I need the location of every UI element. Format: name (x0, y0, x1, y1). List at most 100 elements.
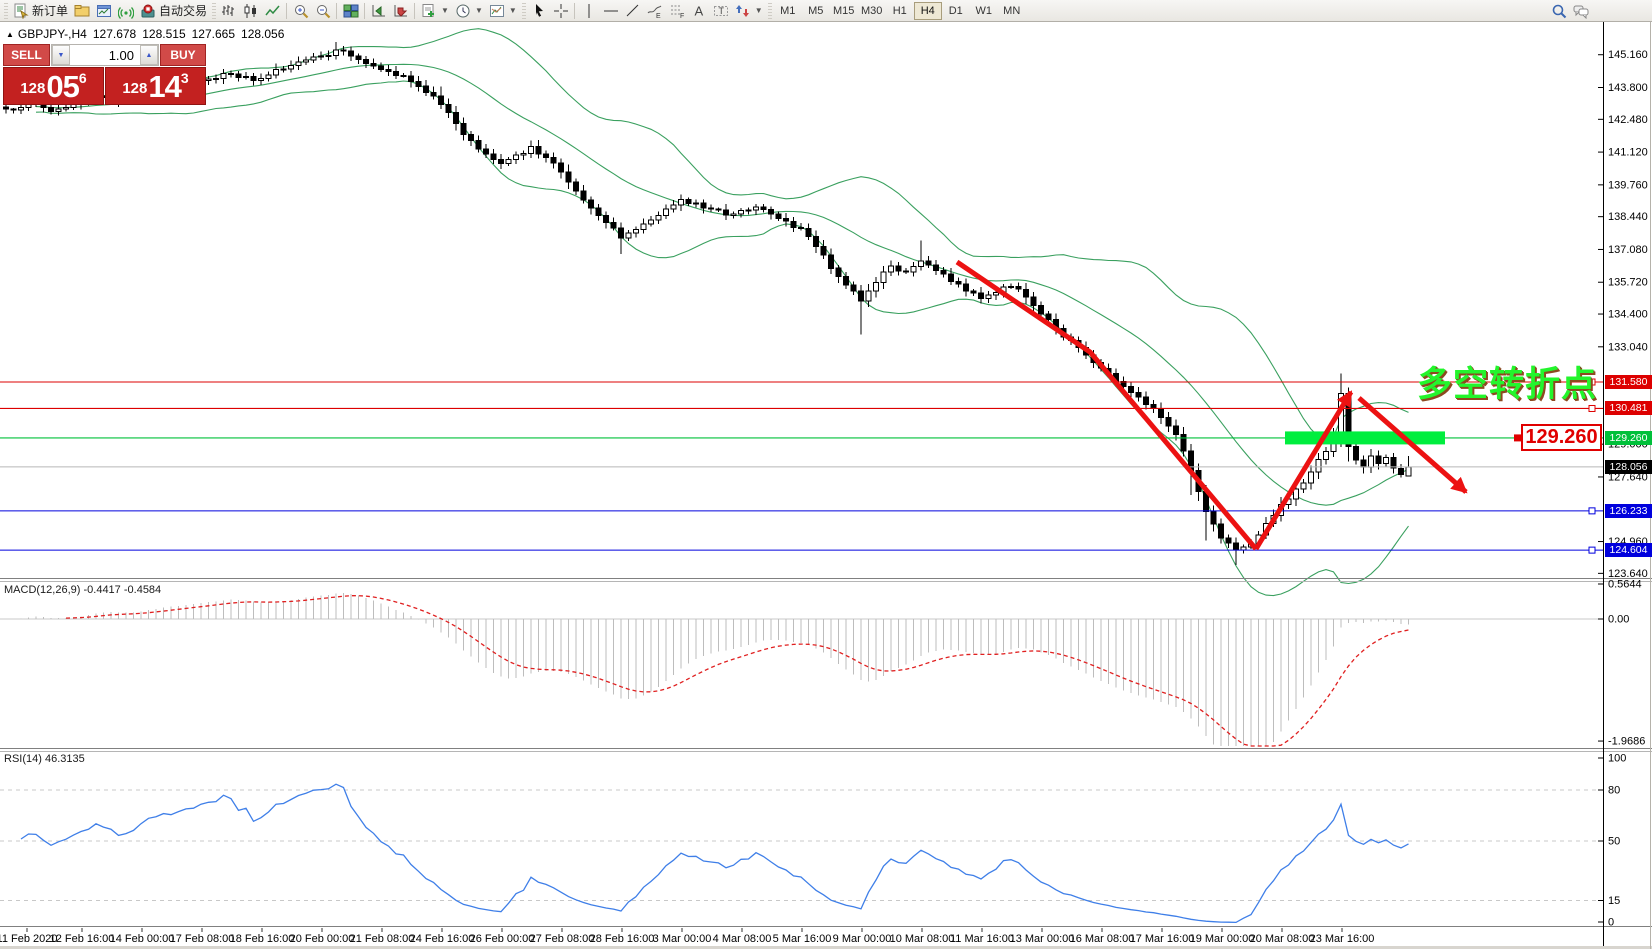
price-callout-label[interactable]: 129.260 (1521, 424, 1602, 451)
trend-arrow-up[interactable] (1253, 390, 1354, 551)
community-chat-button[interactable] (1570, 1, 1592, 21)
trendline-button[interactable] (622, 1, 644, 21)
channel-button[interactable]: E (644, 1, 666, 21)
timeframe-M30[interactable]: M30 (861, 4, 883, 17)
crosshair-icon (553, 3, 568, 18)
periods-button[interactable]: ▼ (452, 1, 486, 21)
axis-price-tag[interactable]: 130.481 (1605, 401, 1652, 416)
rsi-axis-label: 0 (1608, 917, 1614, 929)
arrows-button[interactable]: ▼ (732, 1, 766, 21)
new-order-button[interactable]: 新订单 (10, 1, 71, 21)
dropdown-caret-icon[interactable]: ▼ (441, 6, 449, 15)
fibonacci-button[interactable]: F (666, 1, 688, 21)
one-click-trading-panel: SELL ▼ 1.00 ▲ BUY 128 05 6 128 14 3 (3, 44, 206, 105)
macd-signal-line (65, 595, 1409, 747)
price-tick-label: 141.120 (1608, 147, 1648, 159)
ask-price-button[interactable]: 128 14 3 (105, 67, 206, 105)
line-chart-button[interactable] (262, 1, 284, 21)
price-tick-label: 123.640 (1608, 568, 1648, 580)
auto-scroll-button[interactable] (390, 1, 412, 21)
macd-axis-label: -1.9686 (1608, 736, 1645, 748)
trend-arrow-final[interactable] (1357, 396, 1468, 494)
templates-button[interactable]: ▼ (486, 1, 520, 21)
timeframe-H4[interactable]: H4 (913, 1, 942, 20)
dropdown-caret-icon[interactable]: ▼ (474, 6, 483, 15)
crosshair-tool-button[interactable] (550, 1, 572, 21)
indicators-button[interactable]: ▼ (418, 1, 452, 21)
zoom-in-button[interactable] (290, 1, 312, 21)
rsi-axis-label: 100 (1608, 753, 1626, 765)
volume-input[interactable]: 1.00 (70, 45, 140, 65)
timeframe-M1[interactable]: M1 (780, 4, 796, 17)
chart-annotation-text[interactable]: 多空转折点 (1417, 365, 1598, 404)
time-axis-label: 24 Feb 16:00 (410, 933, 475, 945)
timeframe-H1[interactable]: H1 (892, 4, 907, 17)
horizontal-line-button[interactable] (600, 1, 622, 21)
signals-button[interactable] (115, 1, 137, 21)
vertical-line-button[interactable] (578, 1, 600, 21)
callout-anchor-handle[interactable] (1514, 434, 1521, 442)
cursor-tool-button[interactable] (528, 1, 550, 21)
line-handle[interactable] (1588, 404, 1596, 412)
macd-axis-label: 0.5644 (1608, 579, 1642, 591)
ohlc-high: 128.515 (142, 27, 186, 41)
trend-arrow-down[interactable] (955, 259, 1258, 551)
axis-price-tag[interactable]: 124.604 (1605, 543, 1652, 558)
dropdown-caret-icon[interactable]: ▼ (508, 6, 517, 15)
charts-button[interactable] (93, 1, 115, 21)
bar-chart-button[interactable] (218, 1, 240, 21)
chart-shift-button[interactable] (368, 1, 390, 21)
macd-histogram (20, 592, 1409, 746)
profiles-button[interactable] (71, 1, 93, 21)
axis-price-tag[interactable]: 131.580 (1605, 375, 1652, 389)
price-tick-label: 127.640 (1608, 471, 1648, 483)
svg-text:A: A (694, 3, 703, 18)
zoom-out-button[interactable] (312, 1, 334, 21)
ohlc-close: 128.056 (241, 27, 285, 41)
text-button[interactable]: A (688, 1, 710, 21)
hline-icon (603, 10, 618, 11)
channel-icon: E (647, 5, 662, 19)
bollinger-lower-band (35, 80, 1409, 597)
buy-button[interactable]: BUY (160, 44, 206, 66)
rsi-indicator-label: RSI(14) 46.3135 (4, 753, 85, 765)
search-button[interactable] (1548, 1, 1570, 21)
label-button[interactable]: T (710, 1, 732, 21)
time-axis-label: 21 Feb 08:00 (350, 933, 415, 945)
time-axis-label: 20 Mar 08:00 (1250, 933, 1315, 945)
timeframe-M5[interactable]: M5 (808, 4, 824, 17)
volume-increase-button[interactable]: ▲ (140, 45, 158, 65)
volume-decrease-button[interactable]: ▼ (52, 45, 70, 65)
autotrade-icon (141, 4, 155, 17)
timeframe-W1[interactable]: W1 (975, 4, 992, 17)
rsi-line (20, 783, 1409, 924)
profiles-icon (74, 4, 90, 16)
line-handle[interactable] (1588, 507, 1596, 515)
line-handle[interactable] (1588, 546, 1596, 554)
time-axis-label: 16 Mar 08:00 (1070, 933, 1135, 945)
window-marker-icon[interactable]: ▲ (6, 30, 14, 39)
dropdown-caret-icon[interactable]: ▼ (754, 6, 763, 15)
sell-button[interactable]: SELL (3, 44, 50, 66)
line-handle[interactable] (1588, 378, 1596, 386)
time-axis-label: 13 Mar 00:00 (1010, 933, 1075, 945)
price-tick-label: 137.080 (1608, 244, 1648, 256)
candlestick-button[interactable] (240, 1, 262, 21)
timeframe-D1[interactable]: D1 (948, 4, 963, 17)
tile-windows-button[interactable] (340, 1, 362, 21)
axis-price-tag[interactable]: 126.233 (1605, 503, 1652, 518)
toolbar-grip (4, 2, 8, 19)
bollinger-middle-band (35, 63, 1409, 506)
cursor-icon (535, 3, 543, 17)
timeframe-M15[interactable]: M15 (833, 4, 855, 17)
chart-window-icon (97, 4, 112, 17)
time-axis-label: 14 Feb 00:00 (110, 933, 175, 945)
bid-price-button[interactable]: 128 05 6 (3, 67, 104, 105)
ask-prefix: 128 (122, 80, 148, 97)
autotrading-button[interactable]: 自动交易 (137, 1, 210, 21)
highlight-zone[interactable] (1285, 431, 1445, 445)
axis-price-tag[interactable]: 129.260 (1605, 430, 1652, 445)
timeframe-MN[interactable]: MN (1003, 4, 1021, 17)
